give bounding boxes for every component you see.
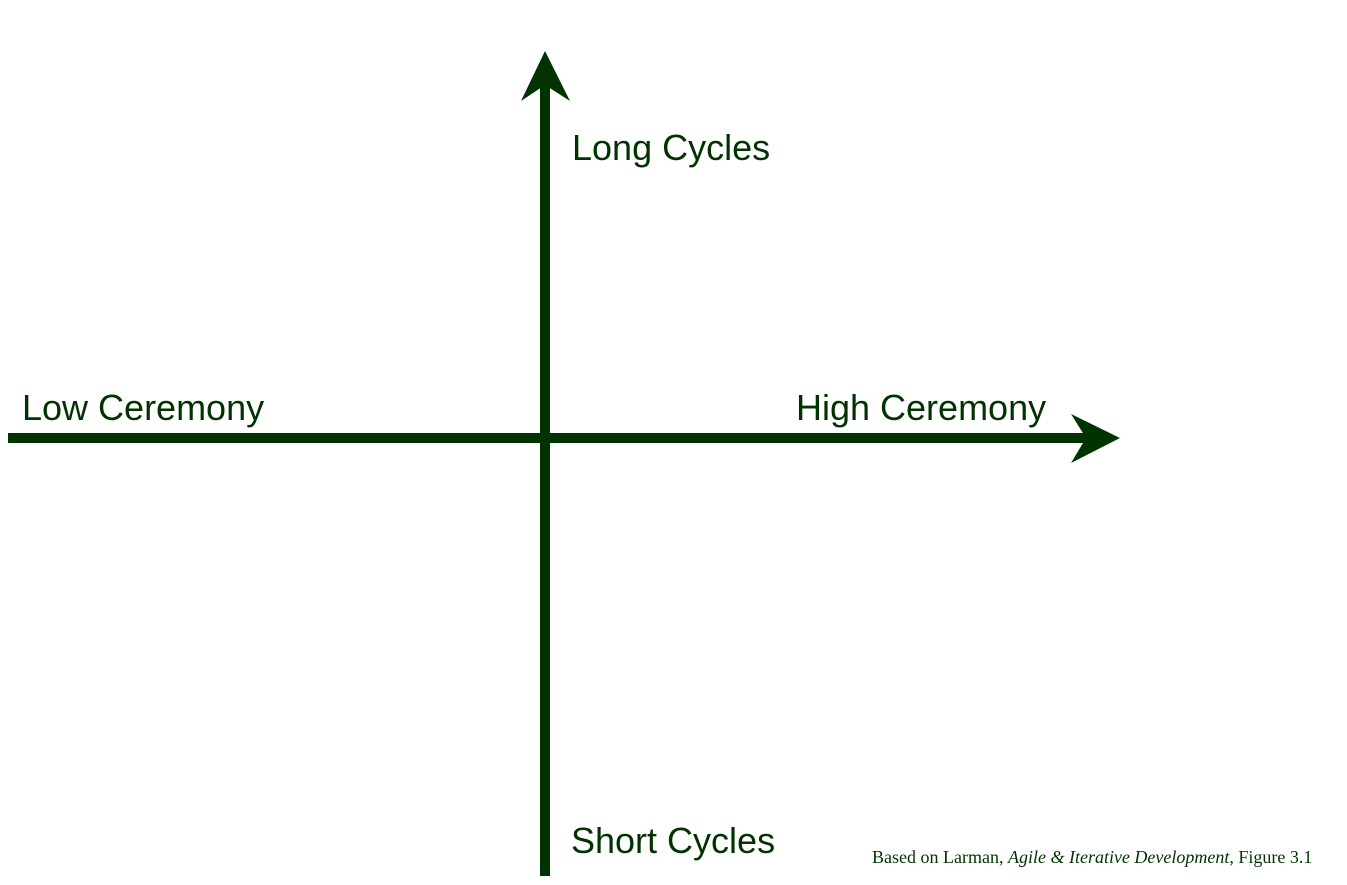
short-cycles-label: Short Cycles <box>571 820 776 861</box>
citation-work-title: Agile & Iterative Development <box>1007 847 1230 867</box>
vertical-axis-arrowhead <box>521 51 570 101</box>
long-cycles-label: Long Cycles <box>572 127 771 168</box>
citation-prefix: Based on Larman, <box>872 847 1008 867</box>
high-ceremony-label: High Ceremony <box>796 387 1047 428</box>
source-citation: Based on Larman, Agile & Iterative Devel… <box>872 848 1312 866</box>
horizontal-axis-arrowhead <box>1071 414 1120 463</box>
citation-suffix: , Figure 3.1 <box>1229 847 1313 867</box>
low-ceremony-label: Low Ceremony <box>22 387 265 428</box>
